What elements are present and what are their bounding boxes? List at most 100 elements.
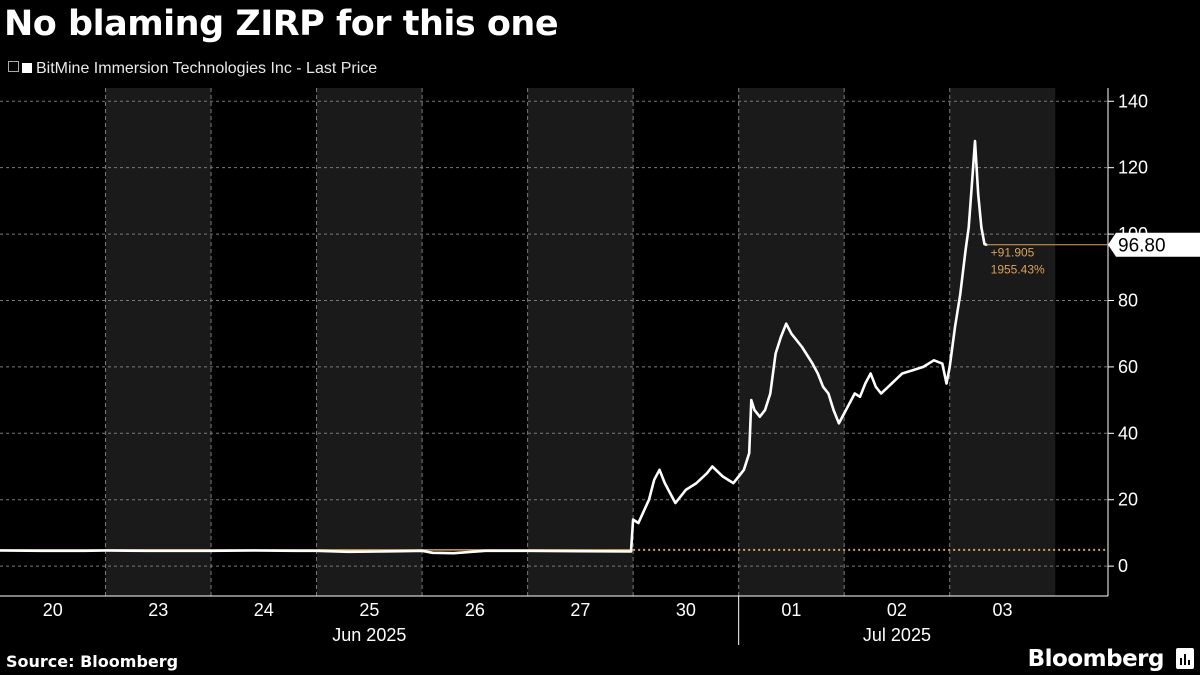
price-point — [0, 549, 2, 552]
price-point — [526, 549, 529, 552]
x-tick-label: 20 — [43, 600, 63, 620]
y-tick-label: 80 — [1118, 290, 1138, 310]
price-point — [785, 322, 788, 325]
price-point — [827, 392, 830, 395]
price-point — [858, 395, 862, 398]
x-tick-label: 02 — [887, 600, 907, 620]
price-point — [83, 549, 86, 552]
last-price-label: 96.80 — [1118, 236, 1166, 257]
price-point — [674, 501, 677, 505]
price-point — [941, 362, 944, 365]
price-point — [104, 549, 107, 552]
price-point — [880, 392, 883, 395]
price-point — [864, 382, 867, 385]
price-point — [843, 412, 846, 415]
price-point — [684, 488, 688, 491]
y-tick-label: 140 — [1118, 91, 1148, 111]
bloomberg-bars-icon — [1176, 648, 1194, 669]
price-point — [742, 468, 746, 471]
price-point — [294, 549, 297, 552]
source-note: Source: Bloomberg — [6, 652, 179, 671]
price-point — [431, 551, 434, 554]
price-point — [41, 549, 44, 552]
day-band — [527, 88, 634, 596]
price-point — [853, 392, 856, 395]
price-point — [821, 385, 825, 388]
price-point — [579, 550, 582, 553]
x-tick-label: 03 — [992, 600, 1012, 620]
y-tick-label: 60 — [1118, 357, 1138, 377]
price-point — [711, 465, 714, 468]
x-tick-label: 25 — [359, 600, 379, 620]
price-point — [964, 249, 967, 252]
price-point — [378, 550, 381, 553]
price-point — [399, 550, 403, 553]
price-point — [705, 472, 709, 475]
price-point — [901, 372, 904, 375]
price-point — [252, 549, 255, 552]
price-point — [832, 408, 835, 412]
price-point — [748, 452, 751, 455]
change-absolute: +91.905 — [991, 246, 1035, 260]
price-point — [188, 549, 192, 552]
x-tick-label: 01 — [781, 600, 801, 620]
price-point — [642, 510, 645, 513]
price-point — [945, 382, 948, 385]
last-price-tag — [1108, 232, 1200, 257]
price-point — [779, 335, 782, 339]
price-point — [420, 549, 424, 552]
price-point — [774, 352, 777, 355]
y-tick-label: 120 — [1118, 158, 1148, 178]
price-point — [922, 365, 925, 369]
price-point — [484, 549, 487, 552]
x-tick-label: 23 — [148, 600, 168, 620]
price-point — [750, 399, 753, 402]
x-month-label: Jul 2025 — [863, 625, 931, 645]
change-percent: 1955.43% — [991, 263, 1045, 277]
price-point — [452, 552, 455, 555]
price-point — [721, 475, 724, 478]
legend-swatch — [22, 63, 32, 73]
price-point — [653, 478, 656, 481]
x-tick-label: 26 — [465, 600, 485, 620]
brand-logo-text: Bloomberg — [1027, 646, 1165, 672]
legend-label: BitMine Immersion Technologies Inc - Las… — [36, 60, 378, 77]
price-point — [848, 402, 851, 405]
legend-toggle-icon[interactable] — [8, 61, 19, 72]
day-band — [316, 88, 423, 596]
y-tick-label: 40 — [1118, 423, 1138, 443]
price-point — [953, 325, 957, 329]
y-tick-label: 20 — [1118, 490, 1138, 510]
price-point — [790, 332, 793, 335]
price-point — [347, 550, 350, 553]
price-point — [209, 549, 213, 552]
price-point — [983, 242, 986, 246]
day-band — [949, 88, 1056, 596]
price-point — [874, 385, 877, 388]
x-tick-label: 30 — [676, 600, 696, 620]
price-point — [890, 382, 893, 385]
y-tick-label: 0 — [1118, 556, 1128, 576]
day-band — [105, 88, 212, 596]
price-point — [932, 359, 935, 362]
price-point — [663, 482, 666, 485]
price-point — [948, 365, 951, 369]
price-point — [315, 549, 318, 552]
price-point — [973, 140, 977, 143]
price-point — [980, 226, 983, 229]
price-point — [769, 392, 772, 395]
price-point — [658, 468, 661, 471]
price-point — [837, 422, 841, 425]
price-point — [737, 475, 740, 478]
legend: BitMine Immersion Technologies Inc - Las… — [8, 60, 377, 78]
price-point — [629, 550, 633, 553]
price-point — [146, 549, 149, 552]
price-point — [632, 518, 635, 521]
price-point — [970, 183, 973, 186]
price-line — [0, 139, 987, 555]
price-point — [869, 372, 872, 375]
price-point — [668, 491, 672, 495]
price-point — [977, 193, 980, 196]
price-point — [967, 226, 970, 229]
